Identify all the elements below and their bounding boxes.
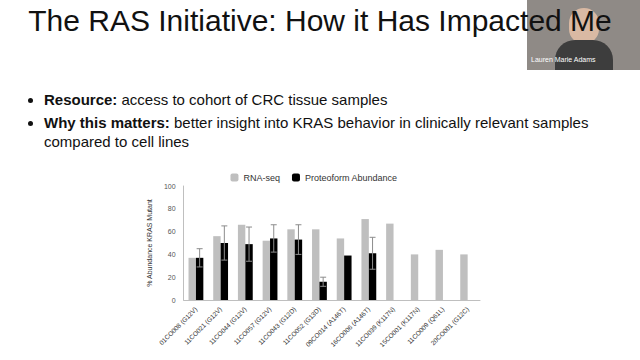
svg-text:11CO057 (G12V): 11CO057 (G12V) — [232, 305, 273, 346]
svg-text:0: 0 — [172, 297, 176, 304]
svg-text:60: 60 — [168, 228, 176, 235]
svg-text:09CO014 (A146T): 09CO014 (A146T) — [304, 306, 347, 349]
svg-text:11CO009 (Q61L): 11CO009 (Q61L) — [405, 305, 446, 346]
html-text:The RAS Initiative: How it Has: The RAS Initiative: How it Has Impacted … — [28, 4, 612, 37]
svg-text:40: 40 — [168, 251, 176, 258]
html-text:Lauren Marie Adams: Lauren Marie Adams — [531, 56, 596, 63]
svg-text:% Abundance KRAS Mutant: % Abundance KRAS Mutant — [146, 199, 153, 287]
svg-text:16CO006 (A146T): 16CO006 (A146T) — [329, 306, 372, 349]
svg-text:100: 100 — [164, 183, 176, 190]
svg-text:11CO052 (G13D): 11CO052 (G13D) — [281, 305, 322, 347]
svg-text:11CO021 (G12V): 11CO021 (G12V) — [182, 305, 224, 346]
svg-text:Proteoform Abundance: Proteoform Abundance — [305, 173, 397, 183]
svg-text:80: 80 — [168, 205, 176, 212]
svg-text:20CO001 (G12C): 20CO001 (G12C) — [429, 306, 471, 348]
svg-text:RNA-seq: RNA-seq — [243, 173, 280, 183]
svg-text:11CO039 (K117N): 11CO039 (K117N) — [354, 306, 397, 349]
html-text:Resource: access to cohort of: Resource: access to cohort of CRC tissue… — [44, 91, 388, 108]
svg-text:20: 20 — [168, 274, 176, 281]
svg-text:11CO043 (G12D): 11CO043 (G12D) — [256, 305, 298, 347]
html-text:Why this matters: better insig: Why this matters: better insight into KR… — [44, 114, 589, 150]
svg-text:11CO044 (G12V): 11CO044 (G12V) — [207, 305, 248, 346]
svg-text:01CO008 (G12V): 01CO008 (G12V) — [157, 305, 199, 347]
svg-text:15CO001 (K117N): 15CO001 (K117N) — [378, 306, 421, 349]
